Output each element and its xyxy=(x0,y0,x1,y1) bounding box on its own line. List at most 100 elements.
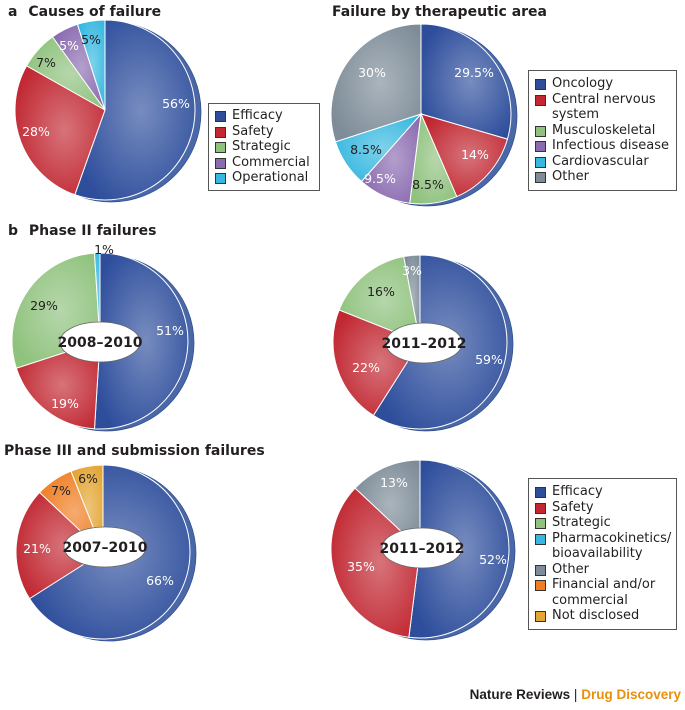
slice-value-label: 3% xyxy=(402,263,422,278)
slice-value-label: 9.5% xyxy=(364,171,396,186)
pie-slice-efficacy xyxy=(93,252,189,430)
legend-label: Strategic xyxy=(232,139,291,154)
legend-item-musculoskeletal: Musculoskeletal xyxy=(535,123,670,139)
period-label: 2008–2010 xyxy=(58,335,143,351)
legend-label: Infectious disease xyxy=(552,138,669,153)
legend-item-strategic: Strategic xyxy=(535,515,670,531)
legend-label: Safety xyxy=(552,499,594,515)
pie-phase2_2011: 2011–2012 59% 22% 16% 3% xyxy=(332,254,514,432)
slice-value-label: 6% xyxy=(78,471,98,486)
slice-value-label: 29% xyxy=(30,298,58,313)
legend-label: Efficacy xyxy=(552,484,603,499)
legend-item-safety: Safety xyxy=(535,500,670,516)
pie-phase3_2007: 2007–2010 66% 21% 7% 6% xyxy=(15,464,197,642)
pie-slice-oncology xyxy=(420,23,512,140)
journal-name: Nature Reviews xyxy=(469,687,571,702)
legend-item-safety: Safety xyxy=(215,124,313,140)
slice-value-label: 5% xyxy=(81,32,101,47)
pie-slice-safety xyxy=(330,487,421,638)
swatch-commercial xyxy=(215,157,226,169)
phase-legend: Efficacy Safety Strategic Pharmacokineti… xyxy=(528,478,677,630)
swatch-oncology xyxy=(535,79,546,90)
slice-value-label: 56% xyxy=(162,96,190,111)
swatch-safety xyxy=(535,502,546,514)
swatch-cns xyxy=(535,94,546,106)
swatch-efficacy xyxy=(215,111,226,122)
legend-label: Oncology xyxy=(552,76,614,91)
legend-item-strategic: Strategic xyxy=(215,139,313,155)
svg-text:a Causes of failure: a Causes of failure xyxy=(8,4,161,20)
swatch-strategic xyxy=(215,142,226,153)
legend-label: Operational xyxy=(232,170,309,185)
slice-value-label: 28% xyxy=(22,124,50,139)
slice-value-label: 8.5% xyxy=(350,142,382,157)
pie-slice-safety xyxy=(15,491,104,600)
legend-item-cardiovascular: Cardiovascular xyxy=(535,154,670,170)
slice-value-label: 8.5% xyxy=(412,177,444,192)
slice-value-label: 13% xyxy=(380,475,408,490)
swatch-efficacy xyxy=(535,487,546,498)
period-ellipse xyxy=(63,526,147,568)
slice-value-label: 35% xyxy=(347,559,375,574)
legend-item-not-disclosed: Not disclosed xyxy=(535,608,670,624)
legend-label: Musculoskeletal xyxy=(552,122,656,138)
slice-value-label: 7% xyxy=(36,55,56,70)
legend-item-pharmacokinetics: Pharmacokinetics/ bioavailability xyxy=(535,530,672,562)
slice-value-label: 22% xyxy=(352,360,380,375)
legend-label: Strategic xyxy=(552,515,611,530)
swatch-other xyxy=(535,172,546,183)
credit-separator: | xyxy=(573,687,578,702)
legend-item-efficacy: Efficacy xyxy=(535,484,670,500)
legend-item-infectious: Infectious disease xyxy=(535,138,670,154)
swatch-not-disclosed xyxy=(535,611,546,622)
legend-label: Pharmacokinetics/ bioavailability xyxy=(552,530,672,562)
journal-section: Drug Discovery xyxy=(581,687,681,702)
legend-item-commercial: Commercial xyxy=(215,155,313,171)
svg-text:b Phase II failures: b Phase II failures xyxy=(8,223,156,239)
causes-legend: Efficacy Safety Strategic Commercial Ope… xyxy=(208,103,320,191)
pie-slice-efficacy xyxy=(74,19,196,201)
legend-label: Other xyxy=(552,169,589,184)
slice-value-label: 7% xyxy=(51,483,71,498)
slice-value-label: 51% xyxy=(156,323,184,338)
swatch-pharmacokinetics xyxy=(535,533,546,545)
swatch-safety xyxy=(215,126,226,138)
legend-item-oncology: Oncology xyxy=(535,76,670,92)
period-label: 2007–2010 xyxy=(63,540,148,556)
panel-b-letter: b xyxy=(8,223,18,239)
pie-therapeutic: 29.5% 14% 8.5% 9.5% 8.5% 30% xyxy=(330,23,518,207)
legend-item-cns: Central nervous system xyxy=(535,92,670,123)
slice-value-label: 5% xyxy=(59,38,79,53)
panel-a-letter: a xyxy=(8,4,17,20)
slice-value-label: 16% xyxy=(367,284,395,299)
phase2-heading: Phase II failures xyxy=(29,223,157,239)
slice-value-label: 19% xyxy=(51,396,79,411)
period-ellipse xyxy=(59,321,141,363)
period-label: 2011–2012 xyxy=(380,541,465,557)
therapeutic-heading: Failure by therapeutic area xyxy=(332,4,547,20)
period-label: 2011–2012 xyxy=(382,336,467,352)
swatch-infectious xyxy=(535,141,546,152)
slice-value-label: 30% xyxy=(358,65,386,80)
pie-slice-other xyxy=(354,459,421,551)
legend-label: Commercial xyxy=(232,154,310,170)
swatch-cardiovascular xyxy=(535,156,546,168)
pie-slice-strategic xyxy=(338,255,421,343)
pie-slice-central-nervous-system xyxy=(420,113,509,198)
period-ellipse xyxy=(385,322,463,364)
pie-slice-safety xyxy=(15,340,101,430)
legend-item-financial: Financial and/or commercial xyxy=(535,577,670,608)
legend-item-efficacy: Efficacy xyxy=(215,108,313,124)
slice-value-label: 66% xyxy=(146,573,174,588)
swatch-musculoskeletal xyxy=(535,125,546,137)
pie-phase3_2011: 2011–2012 52% 35% 13% xyxy=(330,459,516,641)
swatch-strategic xyxy=(535,518,546,529)
journal-credit: Nature Reviews | Drug Discovery xyxy=(470,687,681,702)
pie-slice-safety xyxy=(14,65,106,196)
therapeutic-legend: Oncology Central nervous system Musculos… xyxy=(528,70,677,191)
slice-value-label: 21% xyxy=(23,541,51,556)
swatch-financial xyxy=(535,580,546,591)
legend-label: Safety xyxy=(232,123,274,139)
slice-value-label: 29.5% xyxy=(454,65,494,80)
legend-label: Other xyxy=(552,561,589,577)
